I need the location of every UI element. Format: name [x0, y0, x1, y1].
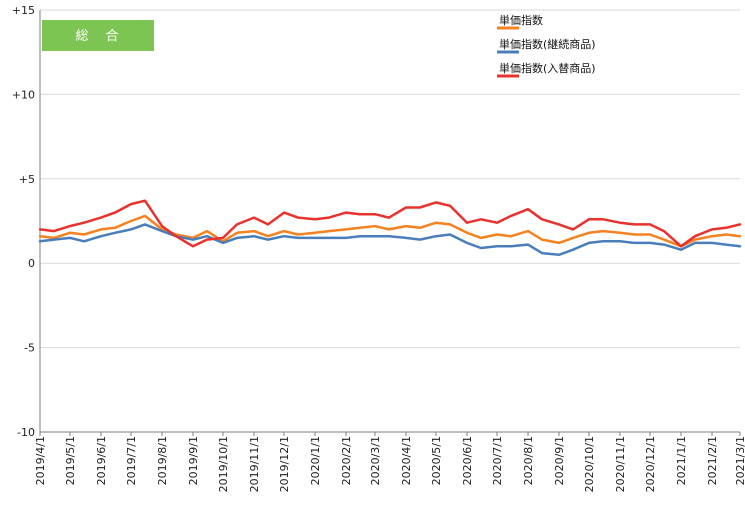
x-tick-label: 2019/9/1 — [187, 436, 200, 485]
x-tick-label: 2019/10/1 — [217, 436, 230, 492]
x-tick-label: 2021/3/1 — [734, 436, 745, 485]
x-tick-label: 2019/4/1 — [34, 436, 47, 485]
x-tick-label: 2020/6/1 — [461, 436, 474, 485]
x-tick-label: 2020/2/1 — [340, 436, 353, 485]
series-line-2 — [38, 223, 742, 257]
y-tick-label: -5 — [24, 342, 35, 355]
x-tick-labels: 2019/4/1 2019/5/1 2019/6/1 2019/7/1 2019/8/1… — [34, 436, 745, 492]
x-tick-label: 2019/8/1 — [156, 436, 169, 485]
x-tick-label: 2020/5/1 — [430, 436, 443, 485]
x-tick-label: 2020/12/1 — [644, 436, 657, 492]
y-tick-label: +5 — [19, 173, 35, 186]
y-tick-label: -10 — [17, 426, 35, 439]
y-tick-label: +15 — [12, 4, 35, 17]
x-tick-label: 2020/11/1 — [614, 436, 627, 492]
series-lines — [38, 199, 742, 257]
y-tick-label: 0 — [28, 257, 35, 270]
x-tick-label: 2020/1/1 — [309, 436, 322, 485]
x-tick-label: 2020/7/1 — [491, 436, 504, 485]
legend-label: 単価指数(入替商品) — [499, 61, 596, 75]
axes — [39, 10, 741, 436]
badge-box — [42, 20, 154, 51]
series-line-3 — [38, 199, 742, 248]
legend-label: 単価指数 — [499, 13, 543, 27]
x-tick-label: 2021/1/1 — [675, 436, 688, 485]
y-tick-label: +10 — [12, 88, 35, 101]
x-tick-label: 2021/2/1 — [706, 436, 719, 485]
badge-label: 総 合 — [75, 29, 120, 44]
x-tick-label: 2020/10/1 — [583, 436, 596, 492]
badge: 総 合 — [42, 20, 154, 51]
x-tick-label: 2019/11/1 — [248, 436, 261, 492]
series-line-1 — [38, 214, 742, 248]
x-tick-label: 2019/12/1 — [278, 436, 291, 492]
x-tick-label: 2020/4/1 — [400, 436, 413, 485]
y-tick-labels: +15 +10 +5 0 -5 -10 — [12, 4, 35, 439]
x-tick-label: 2019/6/1 — [95, 436, 108, 485]
x-tick-label: 2019/7/1 — [125, 436, 138, 485]
x-tick-label: 2020/9/1 — [553, 436, 566, 485]
x-tick-label: 2019/5/1 — [64, 436, 77, 485]
grid-lines — [40, 9, 740, 433]
x-tick-label: 2020/3/1 — [369, 436, 382, 485]
x-tick-label: 2020/8/1 — [522, 436, 535, 485]
legend-label: 単価指数(継続商品) — [499, 37, 596, 51]
